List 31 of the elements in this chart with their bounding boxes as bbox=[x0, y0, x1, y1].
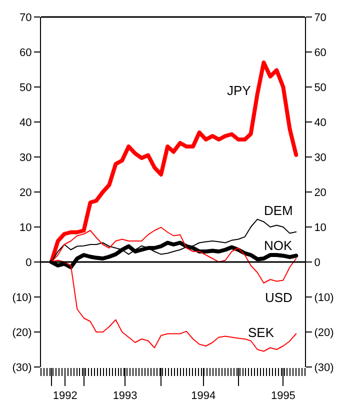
y2-tick-label: 30 bbox=[314, 152, 326, 164]
series-label: USD bbox=[265, 290, 292, 305]
y2-tick-label: 10 bbox=[314, 222, 326, 234]
y2-tick-label: (30) bbox=[314, 362, 334, 374]
y2-tick-label: (20) bbox=[314, 326, 334, 339]
y2-tick-label: 40 bbox=[314, 116, 326, 129]
y2-tick-label: 0 bbox=[314, 256, 320, 269]
x-tick-label: 1995 bbox=[270, 390, 296, 402]
x-tick-label: 1994 bbox=[191, 390, 216, 402]
y2-tick-label: 70 bbox=[314, 12, 326, 24]
y2-tick-label: 20 bbox=[314, 186, 326, 199]
y-tick-label: (10) bbox=[12, 292, 32, 304]
y2-tick-label: (10) bbox=[314, 292, 334, 304]
y2-tick-label: 50 bbox=[314, 82, 326, 94]
y-tick-label: 30 bbox=[20, 152, 32, 164]
series-label: DEM bbox=[264, 203, 293, 218]
y-tick-label: 20 bbox=[20, 186, 32, 199]
y-tick-label: 50 bbox=[20, 82, 32, 94]
x-tick-label: 1992 bbox=[52, 390, 78, 402]
series-label: SEK bbox=[248, 325, 274, 340]
y-tick-label: (30) bbox=[12, 362, 32, 374]
y-tick-label: 60 bbox=[20, 46, 32, 59]
x-tick-label: 1993 bbox=[112, 390, 138, 402]
series-label: JPY bbox=[227, 83, 252, 98]
y-tick-label: 0 bbox=[26, 256, 32, 269]
y-tick-label: 70 bbox=[20, 12, 32, 24]
series-label: NOK bbox=[264, 238, 292, 253]
y-tick-label: 40 bbox=[20, 116, 32, 129]
y-tick-label: 10 bbox=[20, 222, 32, 234]
y-tick-label: (20) bbox=[12, 326, 32, 339]
y2-tick-label: 60 bbox=[314, 46, 326, 59]
